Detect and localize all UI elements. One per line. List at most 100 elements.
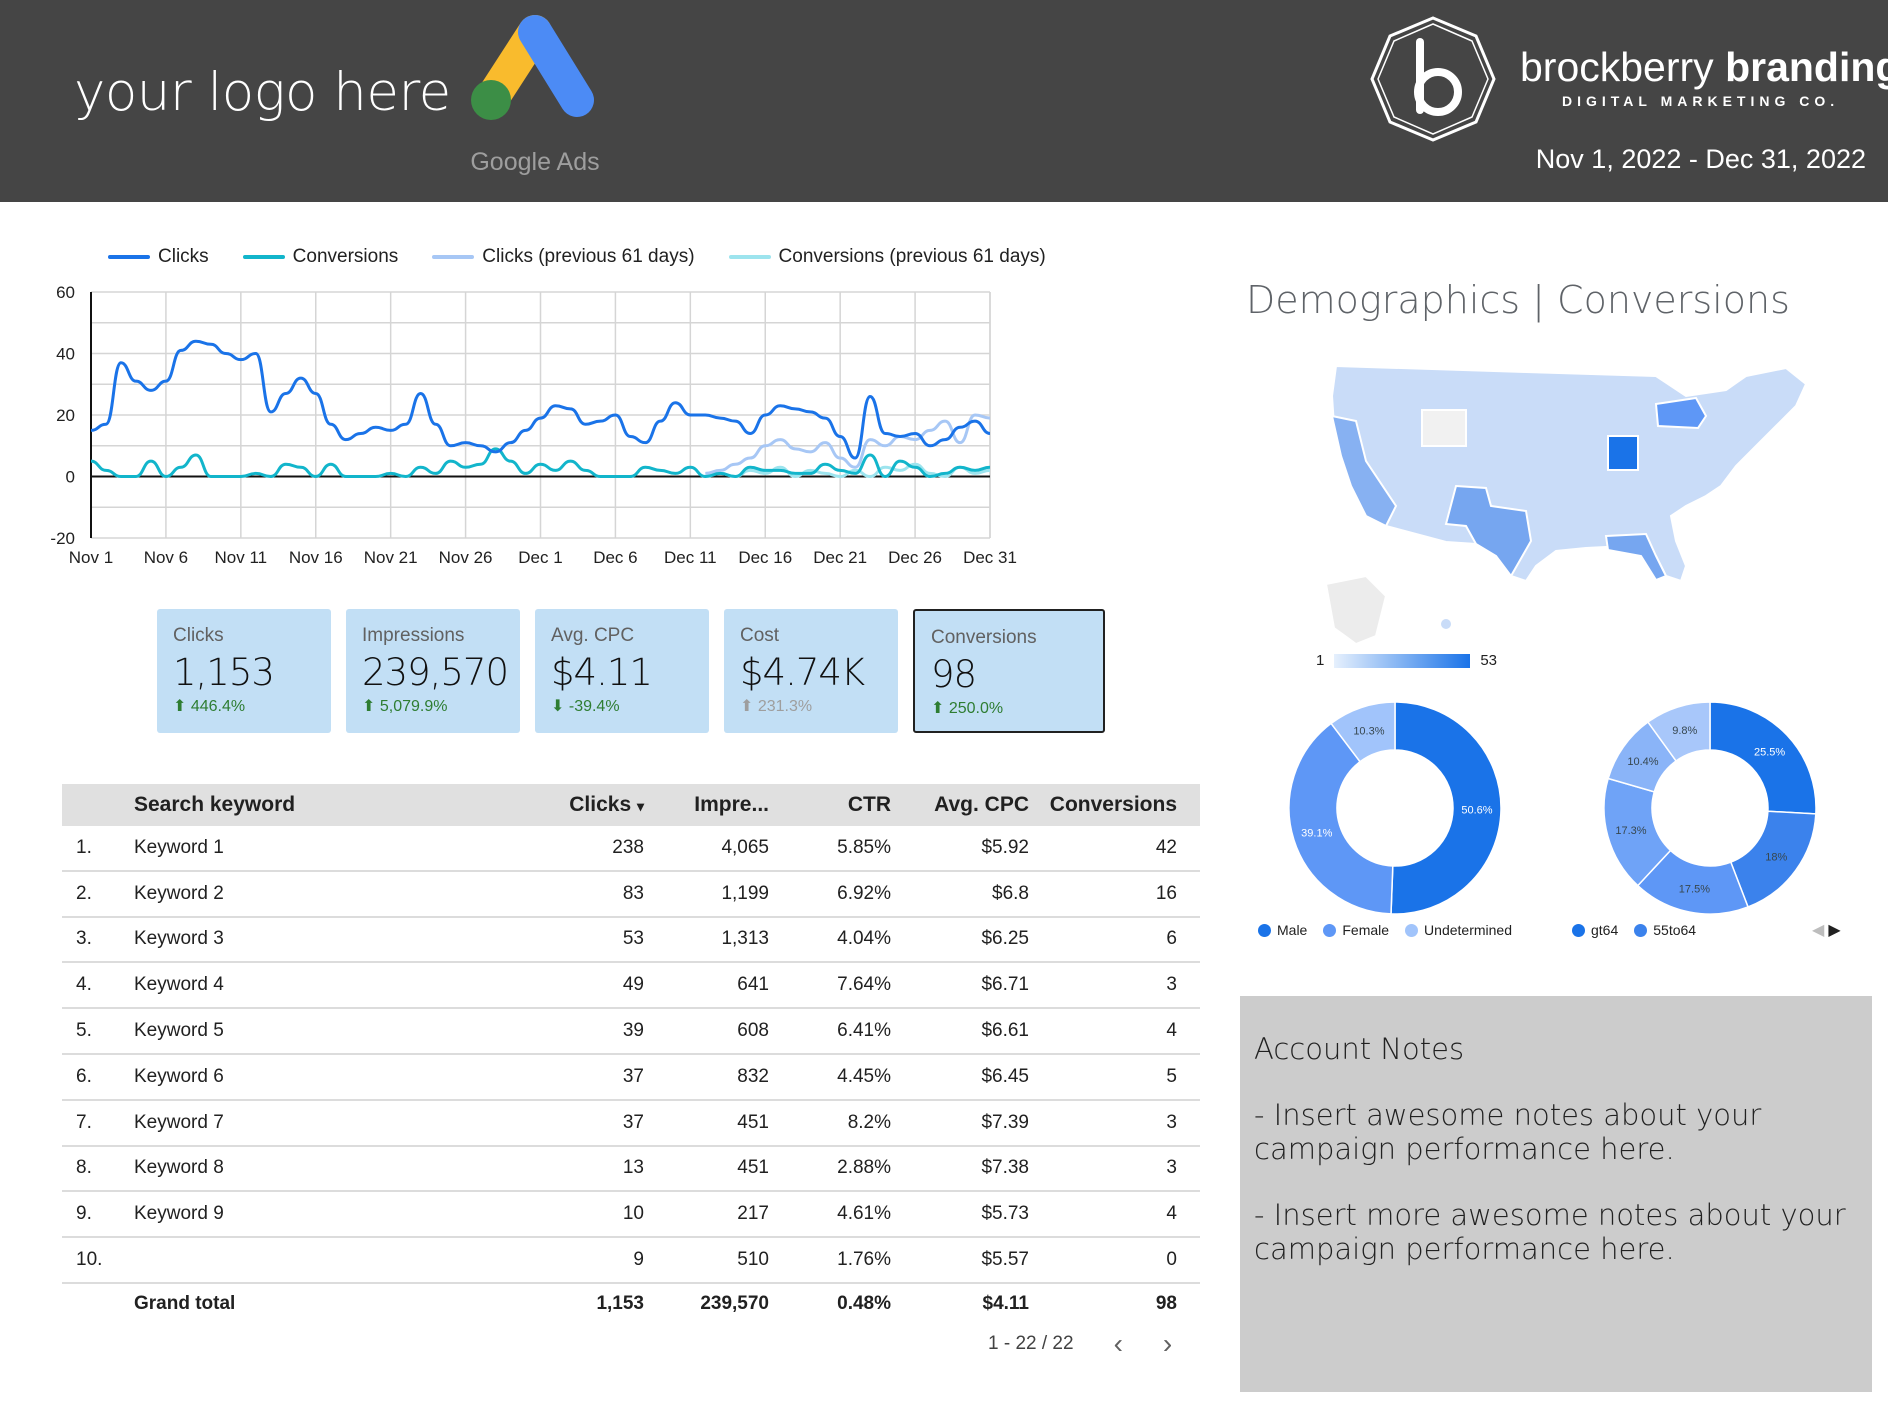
series-line-clicks <box>90 339 991 460</box>
donut-slice-label: 17.3% <box>1615 825 1646 837</box>
x-tick-label: Dec 16 <box>738 548 792 567</box>
legend-dot <box>1258 923 1271 937</box>
table-row[interactable]: 4. Keyword 4 49 641 7.64% $6.71 3 <box>62 963 1200 1010</box>
row-index: 1. <box>76 836 92 858</box>
demographics-title: Demographics | Conversions <box>1246 278 1790 322</box>
map-state-ohio <box>1607 435 1639 471</box>
legend-item-undetermined[interactable]: Undetermined <box>1405 922 1512 938</box>
legend-label: 55to64 <box>1653 922 1697 938</box>
gender-donut-chart[interactable]: 50.6% 39.1% 10.3% <box>1285 698 1505 918</box>
table-pagination: 1 - 22 / 22 ‹ › <box>988 1328 1172 1360</box>
legend-item-conversions-previous[interactable]: Conversions (previous 61 days) <box>728 246 1046 268</box>
clicks-conversions-line-chart[interactable]: -20 0 20 40 60 Nov 1 Nov 6 Nov 11 Nov 16 Nov 21 No… <box>50 275 1240 575</box>
row-index: 7. <box>76 1111 92 1133</box>
header-ctr[interactable]: CTR <box>847 793 891 816</box>
scorecard-label: Conversions <box>931 627 1037 648</box>
arrow-up-icon: ⬆ <box>173 698 187 715</box>
row-avg-cpc: $5.92 <box>981 836 1029 858</box>
row-ctr: 2.88% <box>837 1157 891 1179</box>
header-search-keyword[interactable]: Search keyword <box>134 793 296 816</box>
legend-dot <box>1323 923 1337 937</box>
row-conversions: 4 <box>1166 1203 1177 1225</box>
legend-prev-icon[interactable]: ◀ <box>1812 922 1825 939</box>
y-tick-label: 40 <box>56 345 75 364</box>
row-ctr: 8.2% <box>847 1111 891 1133</box>
header-conversions[interactable]: Conversions <box>1049 793 1177 816</box>
map-scale-min: 1 <box>1316 652 1325 669</box>
x-tick-label: Dec 1 <box>518 548 562 567</box>
us-conversions-map[interactable] <box>1326 366 1816 646</box>
row-avg-cpc: $6.25 <box>981 928 1029 950</box>
row-index: 10. <box>76 1249 103 1271</box>
header-impressions[interactable]: Impre... <box>694 793 769 816</box>
row-keyword: Keyword 9 <box>134 1203 224 1225</box>
legend-swatch <box>432 255 475 259</box>
donut-slice-label: 25.5% <box>1754 747 1785 759</box>
scorecard-delta: ⬆ 250.0% <box>931 698 1103 718</box>
row-ctr: 6.41% <box>837 1020 891 1042</box>
x-tick-label: Nov 21 <box>364 548 418 567</box>
map-state-california <box>1330 414 1398 528</box>
legend-item-clicks[interactable]: Clicks <box>108 246 209 268</box>
table-row[interactable]: 2. Keyword 2 83 1,199 6.92% $6.8 16 <box>62 872 1200 918</box>
table-row[interactable]: 1. Keyword 1 238 4,065 5.85% $5.92 42 <box>62 826 1200 872</box>
arrow-up-icon: ⬆ <box>362 698 376 715</box>
row-ctr: 4.61% <box>837 1203 891 1225</box>
brand-tagline: DIGITAL MARKETING CO. <box>1562 93 1840 109</box>
scorecard-conversions[interactable]: Conversions 98 ⬆ 250.0% <box>913 609 1105 733</box>
legend-next-icon[interactable]: ▶ <box>1828 922 1841 939</box>
legend-item-gt64[interactable]: gt64 <box>1572 922 1618 938</box>
row-clicks: 83 <box>622 882 644 904</box>
table-row[interactable]: 9. Keyword 9 10 217 4.61% $5.73 4 <box>62 1192 1200 1239</box>
scorecard-cost[interactable]: Cost $4.74K ⬆ 231.3% <box>724 609 898 733</box>
y-tick-label: 0 <box>66 468 75 487</box>
header-avg-cpc[interactable]: Avg. CPC <box>934 793 1029 816</box>
age-donut-chart[interactable]: 25.5% 18% 17.5% 17.3% 10.4% 9.8% <box>1600 698 1820 918</box>
row-avg-cpc: $7.39 <box>981 1111 1029 1133</box>
x-tick-label: Dec 26 <box>888 548 942 567</box>
header-clicks[interactable]: Clicks ▾ <box>504 793 644 817</box>
delta-value: 5,079.9% <box>379 698 448 715</box>
table-row[interactable]: 8. Keyword 8 13 451 2.88% $7.38 3 <box>62 1147 1200 1193</box>
table-row[interactable]: 7. Keyword 7 37 451 8.2% $7.39 3 <box>62 1101 1200 1147</box>
scorecard-clicks[interactable]: Clicks 1,153 ⬆ 446.4% <box>157 609 331 733</box>
legend-item-conversions[interactable]: Conversions <box>242 246 398 268</box>
legend-item-clicks-previous[interactable]: Clicks (previous 61 days) <box>432 246 695 268</box>
row-avg-cpc: $6.61 <box>981 1020 1029 1042</box>
legend-item-female[interactable]: Female <box>1323 922 1389 938</box>
row-impressions: 832 <box>737 1065 769 1087</box>
scorecard-delta: ⬇ -39.4% <box>551 696 709 716</box>
row-clicks: 9 <box>633 1249 644 1271</box>
chevron-left-icon[interactable]: ‹ <box>1113 1328 1123 1359</box>
scorecard-label: Clicks <box>173 625 224 646</box>
scorecard-impressions[interactable]: Impressions 239,570 ⬆ 5,079.9% <box>346 609 520 733</box>
donut-slice-label: 9.8% <box>1672 725 1697 737</box>
row-clicks: 53 <box>622 928 644 950</box>
delta-value: 446.4% <box>190 698 246 715</box>
scorecard-avg-cpc[interactable]: Avg. CPC $4.11 ⬇ -39.4% <box>535 609 709 733</box>
row-avg-cpc: $6.8 <box>992 882 1029 904</box>
x-tick-label: Nov 6 <box>144 548 188 567</box>
legend-item-55to64[interactable]: 55to64 <box>1634 922 1696 938</box>
row-conversions: 3 <box>1166 1157 1177 1179</box>
table-row[interactable]: 5. Keyword 5 39 608 6.41% $6.61 4 <box>62 1009 1200 1055</box>
legend-label: Conversions (previous 61 days) <box>778 246 1046 267</box>
table-row[interactable]: 3. Keyword 3 53 1,313 4.04% $6.25 6 <box>62 918 1200 964</box>
header-clicks-label: Clicks <box>569 793 632 816</box>
legend-swatch <box>108 255 150 259</box>
row-clicks: 37 <box>622 1065 644 1087</box>
table-row[interactable]: 10. 9 510 1.76% $5.57 0 <box>62 1238 1200 1284</box>
row-clicks: 49 <box>622 974 644 996</box>
row-keyword: Keyword 7 <box>134 1111 224 1133</box>
row-ctr: 5.85% <box>837 836 891 858</box>
keyword-table: Search keyword Clicks ▾ Impre... CTR Avg… <box>62 784 1200 1324</box>
donut-slice-label: 10.4% <box>1627 756 1658 768</box>
date-range[interactable]: Nov 1, 2022 - Dec 31, 2022 <box>1535 144 1866 174</box>
chevron-right-icon[interactable]: › <box>1162 1328 1173 1359</box>
logo-placeholder: your logo here <box>74 62 451 123</box>
legend-item-male[interactable]: Male <box>1258 922 1307 938</box>
table-row[interactable]: 6. Keyword 6 37 832 4.45% $6.45 5 <box>62 1055 1200 1101</box>
row-clicks: 238 <box>612 836 644 858</box>
row-index: 9. <box>76 1203 92 1225</box>
